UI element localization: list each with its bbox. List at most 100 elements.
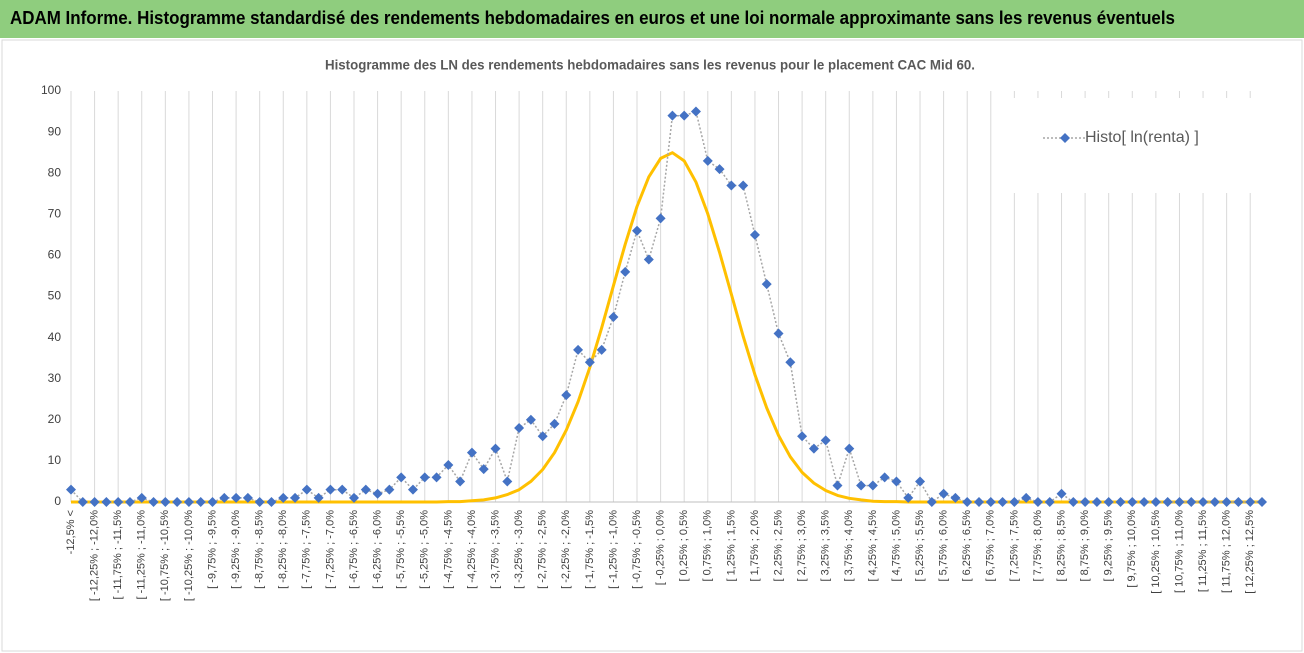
x-tick-label: [ -9,25% ; -9,0%: [230, 510, 242, 589]
data-point: [844, 443, 855, 454]
data-point: [749, 229, 760, 240]
data-point: [290, 492, 301, 503]
x-tick-label: [ -5,25% ; -5,0%: [419, 510, 431, 589]
data-point: [1245, 497, 1256, 507]
data-point: [502, 476, 513, 487]
data-point: [867, 480, 878, 491]
x-tick-label: -12,5% <: [65, 510, 77, 554]
data-point: [89, 497, 100, 507]
data-point: [514, 423, 525, 434]
data-point: [655, 213, 666, 224]
y-tick-label: 70: [48, 206, 62, 220]
data-point: [1162, 497, 1173, 507]
x-tick-label: [ 12,25% ; 12,5%: [1244, 510, 1256, 594]
data-point: [231, 492, 242, 503]
data-point: [1127, 497, 1138, 507]
x-tick-label: [ -7,75% ; -7,5%: [301, 510, 313, 589]
x-tick-label: [ -1,75% ; -1,5%: [584, 510, 596, 589]
data-point: [714, 164, 725, 175]
data-point: [573, 344, 584, 355]
x-tick-label: [ -7,25% ; -7,0%: [324, 510, 336, 589]
x-tick-label: [ -1,25% ; -1,0%: [607, 510, 619, 589]
data-point: [1221, 497, 1232, 507]
legend-marker: [1060, 133, 1070, 143]
x-tick-label: [ 10,25% ; 10,5%: [1150, 510, 1162, 594]
data-point: [443, 460, 454, 471]
data-point: [962, 497, 973, 507]
data-point: [254, 497, 265, 507]
data-point: [596, 344, 607, 355]
x-tick-label: [ 3,75% ; 4,0%: [843, 510, 855, 582]
data-point: [407, 484, 418, 495]
x-tick-label: [ 5,25% ; 5,5%: [914, 510, 926, 582]
data-point: [337, 484, 348, 495]
data-point: [1257, 497, 1267, 507]
data-point: [160, 497, 171, 507]
chart-title: Histogramme des LN des rendements hebdom…: [325, 57, 975, 73]
x-tick-label: [ -0,75% ; -0,5%: [631, 510, 643, 589]
data-point: [690, 106, 701, 117]
x-tick-label: [ 6,25% ; 6,5%: [961, 510, 973, 582]
data-point: [702, 155, 713, 166]
x-tick-label: [ -10,75% ; -10,5%: [159, 510, 171, 601]
data-point: [431, 472, 442, 483]
data-point: [832, 480, 843, 491]
data-point: [856, 480, 867, 491]
data-point: [950, 492, 961, 503]
data-point: [620, 266, 631, 277]
y-tick-label: 80: [48, 165, 62, 179]
data-point: [891, 476, 902, 487]
x-tick-label: [ -4,25% ; -4,0%: [466, 510, 478, 589]
data-point: [926, 497, 937, 507]
data-point: [537, 431, 548, 442]
data-point: [478, 464, 489, 475]
y-tick-label: 10: [48, 453, 62, 467]
data-point: [820, 435, 831, 446]
data-point: [997, 497, 1008, 507]
data-point: [808, 443, 819, 454]
x-tick-label: [ -12,25% ; -12,0%: [88, 510, 100, 601]
data-point: [278, 492, 289, 503]
data-point: [419, 472, 430, 483]
x-tick-label: [ -4,75% ; -4,5%: [442, 510, 454, 589]
data-point: [1115, 497, 1126, 507]
data-point: [643, 254, 654, 265]
data-point: [455, 476, 466, 487]
y-tick-label: 0: [54, 494, 61, 508]
data-point: [242, 492, 253, 503]
page-title: ADAM Informe. Histogramme standardisé de…: [10, 8, 1175, 28]
data-point: [372, 488, 383, 499]
data-point: [879, 472, 890, 483]
x-tick-label: [ -6,75% ; -6,5%: [348, 510, 360, 589]
x-tick-label: [ -3,75% ; -3,5%: [489, 510, 501, 589]
data-point: [1103, 497, 1114, 507]
x-tick-label: [ 0,25% ; 0,5%: [678, 510, 690, 582]
data-point: [219, 492, 230, 503]
x-tick-label: [ 5,75% ; 6,0%: [938, 510, 950, 582]
data-point: [466, 447, 477, 458]
x-tick-label: [ -2,25% ; -2,0%: [560, 510, 572, 589]
data-point: [632, 225, 643, 236]
data-point: [1009, 497, 1020, 507]
data-point: [101, 497, 112, 507]
data-point: [113, 497, 124, 507]
data-point: [136, 492, 147, 503]
data-point: [903, 492, 914, 503]
legend-box: [998, 98, 1294, 193]
y-tick-label: 40: [48, 330, 62, 344]
x-tick-label: [ -0,25% ; 0,0%: [655, 510, 667, 585]
x-tick-label: [ -3,25% ; -3,0%: [513, 510, 525, 589]
x-tick-label: [ 7,25% ; 7,5%: [1008, 510, 1020, 582]
x-tick-label: [ -5,75% ; -5,5%: [395, 510, 407, 589]
x-tick-label: [ 11,25% ; 11,5%: [1197, 510, 1209, 592]
data-point: [1068, 497, 1079, 507]
x-tick-label: [ 4,25% ; 4,5%: [867, 510, 879, 582]
x-tick-label: [ -6,25% ; -6,0%: [372, 510, 384, 589]
data-point: [973, 497, 984, 507]
x-tick-label: [ -11,75% ; -11,5%: [112, 510, 124, 600]
data-point: [1044, 497, 1055, 507]
data-point: [1233, 497, 1244, 507]
data-point: [667, 110, 678, 121]
x-tick-label: [ 2,75% ; 3,0%: [796, 510, 808, 582]
